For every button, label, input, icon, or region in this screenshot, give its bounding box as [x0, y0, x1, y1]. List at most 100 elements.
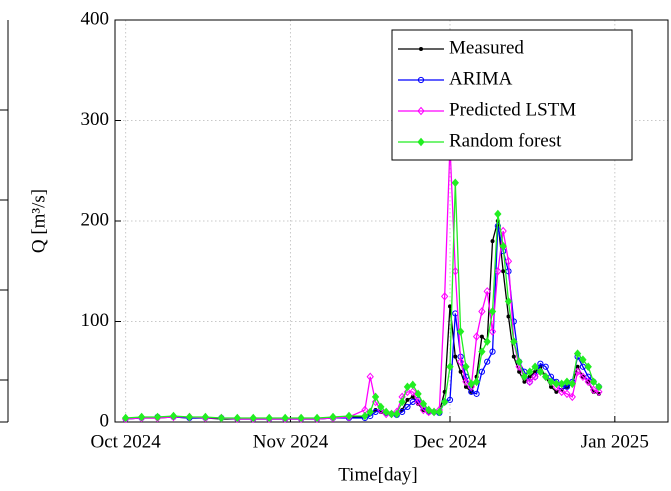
point [511, 354, 516, 359]
point [483, 287, 491, 296]
series [122, 222, 602, 423]
legend-marker [419, 47, 423, 51]
point [547, 377, 555, 387]
point [573, 349, 582, 358]
y-tick-label: 400 [81, 8, 110, 29]
point [472, 377, 481, 387]
point [313, 413, 321, 423]
point [589, 385, 598, 395]
point [435, 407, 444, 417]
point [153, 412, 162, 422]
point [456, 357, 465, 366]
legend-label: ARIMA [449, 68, 513, 89]
point [456, 327, 465, 336]
point [536, 367, 545, 377]
point [483, 337, 491, 346]
point [185, 412, 194, 422]
point [468, 388, 475, 395]
point [557, 379, 566, 389]
point [265, 413, 273, 423]
point [446, 362, 454, 371]
point [515, 357, 523, 366]
point [490, 239, 495, 244]
point [462, 377, 470, 387]
point [589, 377, 598, 387]
x-tick-label: Oct 2024 [91, 431, 162, 452]
point [472, 332, 481, 341]
y-tick-label: 0 [100, 410, 110, 431]
point [489, 348, 496, 355]
point [526, 367, 534, 377]
series-line [125, 225, 600, 420]
point [425, 405, 433, 415]
point [441, 397, 449, 407]
point [249, 413, 257, 423]
point [557, 387, 566, 397]
point [361, 411, 369, 421]
point [462, 362, 470, 371]
legend-marker [417, 76, 425, 84]
x-tick-label: Nov 2024 [253, 431, 329, 452]
point [506, 314, 511, 319]
y-tick-label: 300 [81, 109, 110, 130]
point [387, 409, 396, 419]
point [488, 307, 497, 316]
point [501, 269, 506, 274]
point [499, 226, 507, 236]
point [479, 334, 484, 339]
point [595, 382, 603, 392]
point [531, 372, 539, 382]
point [377, 402, 385, 412]
point [404, 403, 411, 411]
point [233, 413, 241, 423]
point [137, 412, 146, 422]
point [488, 327, 497, 336]
x-tick-label: Jan 2025 [581, 431, 649, 452]
point [447, 304, 452, 309]
x-tick-label: Dec 2024 [413, 431, 487, 452]
legend-label: Measured [449, 37, 524, 58]
point [414, 389, 422, 399]
point [499, 241, 507, 251]
point [409, 380, 417, 390]
series [123, 219, 601, 421]
point [419, 405, 428, 415]
point [201, 412, 210, 422]
point [409, 387, 417, 397]
point [531, 362, 539, 371]
point [579, 355, 587, 364]
point [329, 412, 337, 422]
point [494, 209, 502, 219]
series-line [125, 220, 600, 420]
point [473, 390, 480, 397]
point [446, 396, 454, 403]
point [595, 387, 603, 397]
legend-label: Predicted LSTM [449, 99, 576, 120]
point [382, 407, 390, 417]
legend-marker [417, 137, 425, 147]
point [371, 392, 380, 402]
legend-label: Random forest [449, 130, 562, 151]
point [552, 379, 560, 389]
y-axis-label: Q [m³/s] [28, 189, 49, 253]
point [393, 409, 401, 419]
point [405, 397, 410, 402]
series [121, 178, 603, 423]
point [169, 411, 178, 421]
point [584, 362, 592, 371]
point [526, 377, 534, 387]
point [527, 374, 532, 379]
point [542, 372, 550, 382]
point [410, 394, 415, 399]
point [579, 372, 587, 382]
point [478, 307, 486, 316]
point [549, 384, 554, 389]
point [510, 337, 518, 346]
point [414, 397, 422, 407]
legend-box [391, 29, 633, 161]
point [366, 407, 374, 417]
legend: Measured ARIMA Predicted LSTM Random forest [391, 29, 633, 161]
x-axis-label: Time[day] [338, 464, 418, 485]
point [568, 392, 576, 402]
